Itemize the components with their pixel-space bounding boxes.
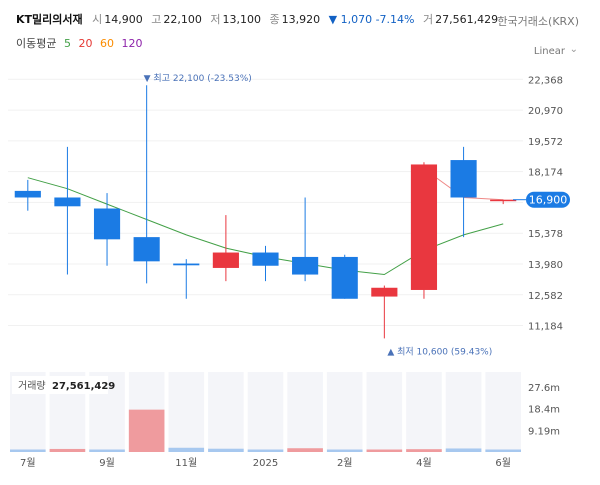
x-tick-label: 7월 bbox=[20, 457, 36, 469]
volume-title-bg bbox=[12, 376, 108, 394]
volume-tick-label: 27.6m bbox=[528, 383, 560, 394]
volume-slot bbox=[208, 372, 244, 452]
scale-mode-selector[interactable]: Linear bbox=[533, 46, 565, 57]
low-value: 13,100 bbox=[222, 13, 262, 26]
volume-bar bbox=[89, 449, 125, 452]
y-tick-label: 11,184 bbox=[528, 322, 563, 333]
volume-label: 거 bbox=[423, 13, 434, 26]
volume-bar bbox=[485, 449, 521, 452]
candle-body bbox=[93, 208, 121, 240]
x-tick-label: 9월 bbox=[99, 457, 115, 469]
volume-slot bbox=[485, 372, 521, 452]
volume-slot bbox=[287, 372, 323, 452]
volume-total: 27,561,429 bbox=[52, 381, 115, 392]
ma-legend-title: 이동평균 bbox=[16, 37, 57, 50]
volume-bar bbox=[168, 447, 205, 452]
x-tick-label: 6월 bbox=[495, 457, 511, 469]
stock-name: KT밀리의서재 bbox=[16, 13, 83, 26]
change-value: ▼ 1,070 -7.14% bbox=[328, 13, 415, 26]
x-tick-label: 4월 bbox=[416, 457, 432, 469]
last-price-badge bbox=[526, 191, 570, 208]
candle-body bbox=[490, 199, 517, 202]
candle-body bbox=[450, 160, 477, 198]
volume-bar bbox=[326, 449, 363, 452]
volume-slot bbox=[247, 372, 284, 452]
volume-slot bbox=[326, 372, 363, 452]
volume-bar bbox=[247, 449, 284, 452]
x-tick-label: 11월 bbox=[175, 457, 197, 469]
ma-legend-120[interactable]: 120 bbox=[121, 37, 143, 50]
x-tick-label: 2025 bbox=[253, 458, 278, 469]
low-note: ▲ 최저 10,600 (59.43%) bbox=[387, 346, 492, 357]
candle-body bbox=[212, 252, 239, 268]
open-label: 시 bbox=[92, 13, 103, 26]
volume-bar bbox=[10, 449, 46, 452]
ma-legend-20[interactable]: 20 bbox=[78, 37, 93, 50]
volume-bar bbox=[287, 448, 323, 452]
candle-body bbox=[133, 237, 160, 262]
volume-slot bbox=[406, 372, 442, 452]
close-label: 종 bbox=[269, 13, 280, 26]
high-value: 22,100 bbox=[163, 13, 202, 26]
volume-value: 27,561,429 bbox=[435, 13, 499, 26]
volume-slot bbox=[445, 372, 482, 452]
candle-body bbox=[14, 190, 41, 198]
low-label: 저 bbox=[210, 13, 221, 26]
candle-body bbox=[173, 263, 200, 266]
high-note: ▼ 최고 22,100 (-23.53%) bbox=[144, 73, 252, 84]
y-tick-label: 15,378 bbox=[528, 229, 563, 240]
volume-tick-label: 9.19m bbox=[528, 426, 560, 437]
ma-legend-5[interactable]: 5 bbox=[63, 37, 71, 50]
y-tick-label: 20,970 bbox=[528, 106, 563, 117]
y-tick-label: 12,582 bbox=[528, 291, 563, 302]
open-value: 14,900 bbox=[104, 13, 143, 26]
y-tick-label: 18,174 bbox=[528, 168, 563, 179]
volume-tick-label: 18.4m bbox=[528, 405, 560, 416]
volume-bar bbox=[445, 448, 482, 452]
exchange-label: 한국거래소(KRX) bbox=[497, 15, 579, 28]
volume-bar bbox=[406, 449, 442, 452]
y-tick-label: 13,980 bbox=[528, 260, 563, 271]
close-value: 13,920 bbox=[281, 13, 321, 26]
x-tick-label: 2월 bbox=[337, 457, 353, 469]
ma-legend-60[interactable]: 60 bbox=[99, 37, 114, 50]
last-price-label: 16,900 bbox=[529, 194, 568, 207]
volume-bar bbox=[366, 449, 403, 452]
candle-body bbox=[371, 287, 398, 297]
price-header: KT밀리의서재 시 14,900 고 22,100 저 13,100 종 13,920 … bbox=[16, 11, 503, 27]
volume-slot bbox=[168, 372, 205, 452]
candle-body bbox=[252, 252, 279, 266]
volume-bar bbox=[49, 448, 86, 452]
candle-body bbox=[292, 256, 319, 275]
candle-body bbox=[54, 197, 81, 207]
candle-body bbox=[331, 256, 358, 299]
volume-bar bbox=[128, 409, 165, 452]
chevron-down-icon[interactable]: ⌄ bbox=[569, 44, 578, 55]
ma-legend[interactable]: 이동평균 5 20 60 120 bbox=[16, 35, 146, 51]
y-tick-label: 22,368 bbox=[528, 75, 563, 86]
volume-title: 거래량 bbox=[18, 380, 46, 392]
y-tick-label: 19,572 bbox=[528, 137, 563, 148]
high-label: 고 bbox=[151, 13, 162, 26]
volume-slot bbox=[366, 372, 403, 452]
volume-bar bbox=[208, 448, 244, 452]
candle-body bbox=[410, 164, 438, 290]
